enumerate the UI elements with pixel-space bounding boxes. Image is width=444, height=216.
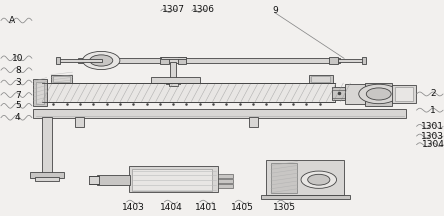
Bar	[266, 160, 344, 195]
Text: 7: 7	[15, 91, 20, 100]
Bar	[261, 195, 350, 199]
Bar	[218, 179, 233, 183]
Text: 1307: 1307	[162, 5, 185, 14]
Bar	[329, 57, 338, 64]
Text: 9: 9	[273, 6, 278, 15]
Circle shape	[83, 51, 120, 70]
Bar	[161, 57, 186, 59]
Circle shape	[359, 84, 399, 104]
Bar	[97, 175, 130, 185]
Text: 10: 10	[12, 54, 24, 63]
Bar	[30, 172, 64, 178]
Text: A: A	[9, 16, 16, 25]
Bar	[51, 75, 72, 83]
Bar	[365, 83, 392, 106]
Bar	[218, 184, 233, 188]
Bar	[249, 117, 258, 127]
Text: 1403: 1403	[122, 203, 145, 212]
Text: 2: 2	[430, 89, 436, 98]
Bar	[218, 174, 233, 178]
Text: 1305: 1305	[273, 203, 296, 212]
Text: 1401: 1401	[195, 203, 218, 212]
Text: 1301: 1301	[421, 122, 444, 131]
Bar	[309, 75, 333, 83]
Bar	[332, 87, 345, 100]
Bar	[311, 76, 330, 82]
Text: 1304: 1304	[421, 140, 444, 149]
Bar	[271, 163, 297, 193]
Text: 1: 1	[430, 106, 436, 115]
Bar	[160, 57, 169, 64]
Bar	[58, 59, 102, 62]
Circle shape	[366, 88, 391, 100]
Circle shape	[301, 171, 337, 188]
Text: 1404: 1404	[159, 203, 182, 212]
Bar	[132, 169, 212, 191]
Text: 1306: 1306	[192, 5, 215, 14]
Bar	[75, 117, 84, 127]
Text: 1303: 1303	[421, 132, 444, 141]
Bar	[392, 85, 416, 103]
Bar	[33, 79, 47, 106]
Bar	[169, 83, 178, 86]
Bar	[33, 109, 406, 118]
Circle shape	[90, 55, 113, 66]
Bar	[56, 57, 60, 64]
Bar	[129, 166, 218, 192]
Bar	[338, 59, 363, 62]
Bar	[78, 58, 340, 63]
Bar	[345, 84, 365, 104]
Text: 5: 5	[15, 101, 20, 110]
Bar	[166, 79, 180, 84]
Text: 3: 3	[15, 78, 20, 87]
Bar	[362, 57, 366, 64]
Circle shape	[308, 174, 330, 185]
Text: 1405: 1405	[230, 203, 254, 212]
Bar	[35, 177, 59, 181]
Bar	[53, 76, 70, 82]
Bar	[395, 87, 413, 101]
Text: 4: 4	[15, 113, 20, 122]
Bar	[89, 176, 99, 184]
Bar	[170, 62, 176, 80]
Bar	[36, 82, 44, 104]
Text: 8: 8	[15, 66, 20, 75]
Bar	[151, 77, 200, 83]
Bar	[178, 57, 186, 64]
Bar	[42, 117, 52, 173]
Bar	[42, 83, 335, 102]
